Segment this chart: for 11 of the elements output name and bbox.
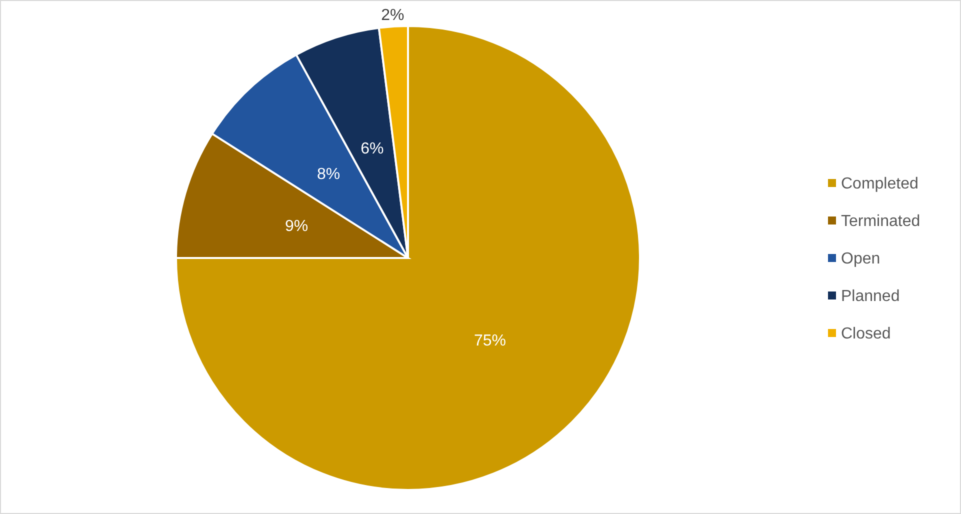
data-label: 2% <box>381 7 404 24</box>
legend-label: Planned <box>841 288 900 306</box>
data-label: 6% <box>360 140 384 158</box>
data-label: 9% <box>285 218 308 236</box>
legend-label: Closed <box>841 326 891 343</box>
pie-slice <box>175 25 641 491</box>
legend-label: Open <box>841 250 880 268</box>
data-label: 8% <box>317 166 340 184</box>
legend-label: Terminated <box>841 213 920 230</box>
legend-label: Completed <box>841 176 918 193</box>
data-label: 75% <box>474 332 506 350</box>
